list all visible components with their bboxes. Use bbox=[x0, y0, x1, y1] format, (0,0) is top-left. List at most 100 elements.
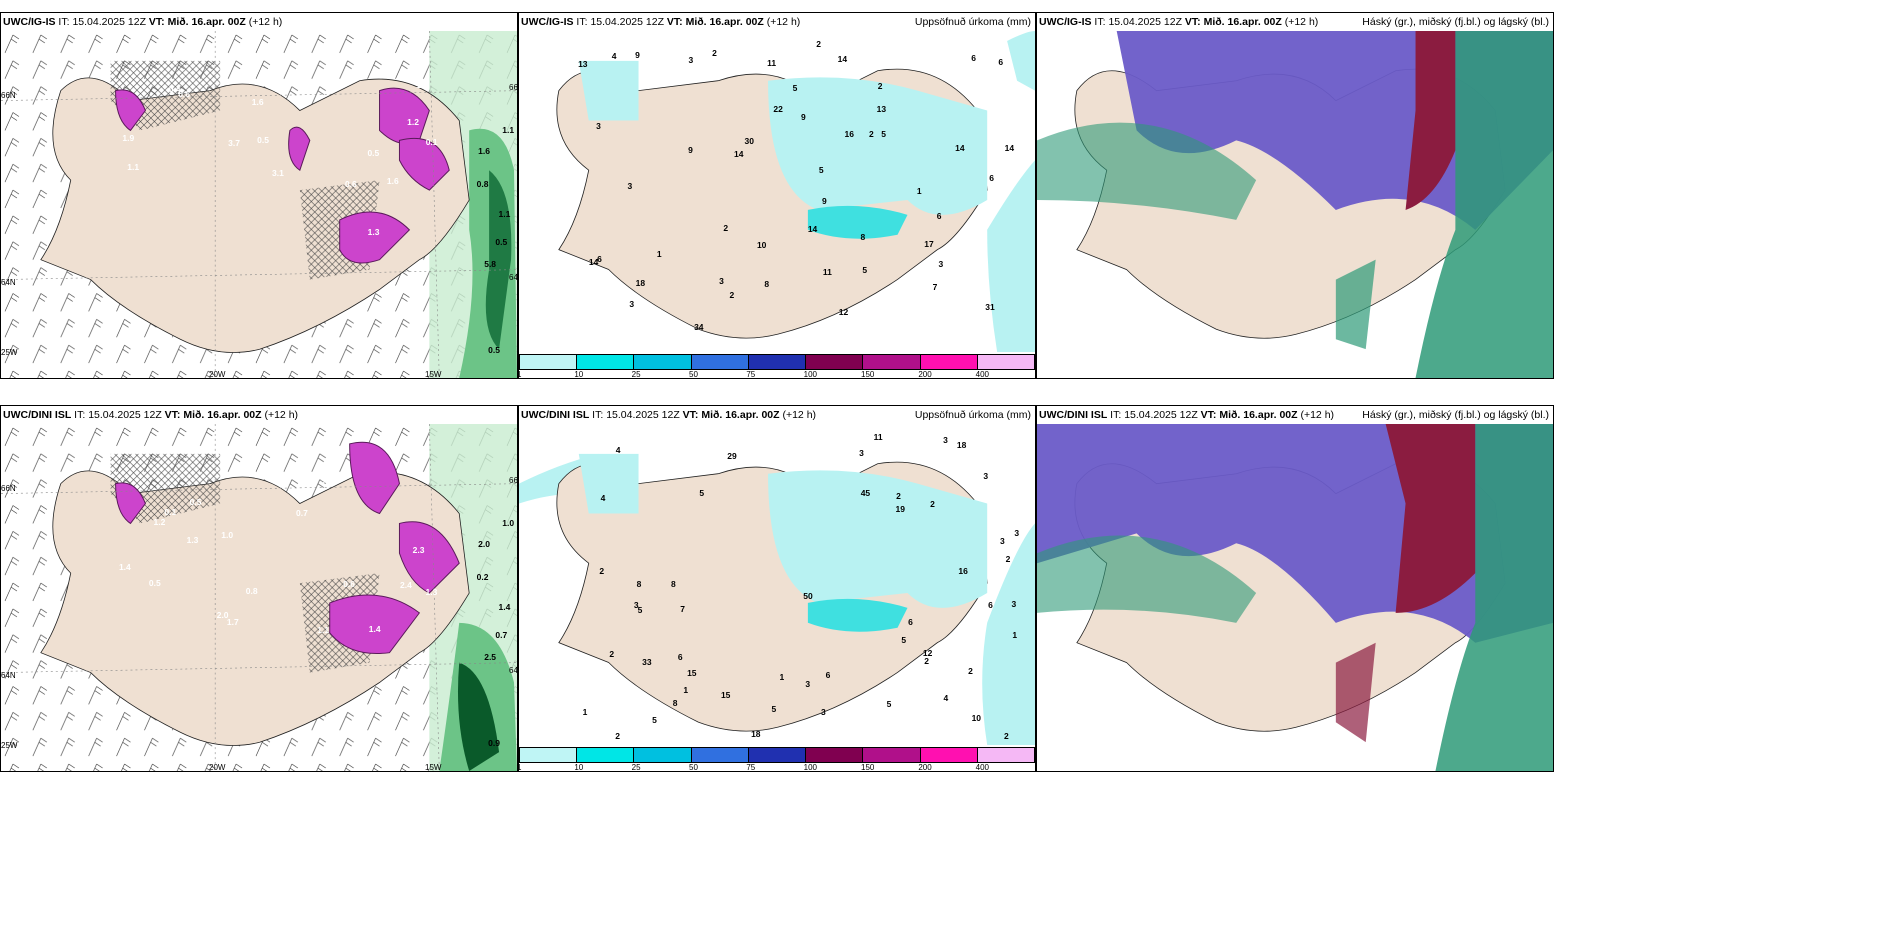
map-value-label: 1 bbox=[656, 248, 662, 259]
map-value-label: 2 bbox=[896, 491, 901, 502]
panel-header: UWC/DINI ISL IT: 15.04.2025 12Z VT: Mið.… bbox=[519, 406, 1035, 424]
map-value-label: 0.6 bbox=[178, 88, 191, 99]
lon-label: 15W bbox=[425, 763, 442, 772]
map-value-label: 2 bbox=[868, 129, 874, 140]
scale-cell bbox=[520, 748, 578, 762]
map-value-label: 3 bbox=[943, 435, 948, 446]
map-value-label: 0.4 bbox=[168, 84, 181, 95]
scale-label: 100 bbox=[803, 763, 818, 772]
map-value-label: 18 bbox=[635, 278, 646, 289]
map-value-label: 6 bbox=[998, 56, 1004, 67]
map-value-label: 5 bbox=[862, 265, 868, 276]
map-value-label: 18 bbox=[751, 729, 761, 740]
scale-label: 200 bbox=[918, 763, 932, 772]
scale-label: 1 bbox=[519, 370, 521, 378]
map-value-label: 0.5 bbox=[189, 497, 202, 508]
map-value-label: 14 bbox=[955, 142, 965, 153]
map-value-label: 2.0 bbox=[478, 539, 490, 550]
map-value-label: 4 bbox=[943, 692, 949, 703]
map-value-label: 29 bbox=[727, 451, 737, 462]
map-value-label: 5.8 bbox=[484, 259, 497, 270]
map-value-label: 2 bbox=[723, 223, 729, 234]
map-value-label: 8 bbox=[636, 578, 642, 589]
map-value-label: 5 bbox=[771, 704, 777, 715]
map-value-label: 6 bbox=[825, 670, 831, 681]
map-value-label: 0.2 bbox=[476, 572, 489, 583]
map-value-label: 1.2 bbox=[407, 116, 419, 127]
map-value-label: 11 bbox=[822, 266, 832, 277]
map-value-label: 8 bbox=[764, 278, 770, 289]
scale-cell bbox=[634, 355, 692, 369]
panel-header: UWC/IG-IS IT: 15.04.2025 12Z VT: Mið. 16… bbox=[519, 13, 1035, 31]
map-value-label: 3 bbox=[627, 181, 633, 192]
lat-label: 25W bbox=[1, 741, 18, 750]
map-value-label: 1.3 bbox=[367, 227, 380, 238]
map-value-label: 3 bbox=[1000, 536, 1005, 547]
lat-label: 66N bbox=[1, 91, 16, 100]
map-value-label: 14 bbox=[1004, 143, 1015, 153]
map-value-label: 1.0 bbox=[221, 529, 234, 540]
map-value-label: 9 bbox=[801, 112, 806, 123]
top-precip-panel: UWC/IG-IS IT: 15.04.2025 12Z VT: Mið. 16… bbox=[518, 12, 1036, 379]
map-value-label: 0.5 bbox=[488, 344, 500, 355]
map-value-label: 2 bbox=[609, 648, 615, 659]
map-value-label: 3 bbox=[805, 679, 811, 690]
map-value-label: 5 bbox=[637, 605, 643, 616]
map-value-label: 1.3 bbox=[425, 586, 438, 597]
map-value-label: 1.1 bbox=[502, 124, 515, 135]
map-value-label: 0.5 bbox=[495, 236, 508, 247]
map-value-label: 1.4 bbox=[368, 624, 381, 635]
scale-cell bbox=[748, 355, 807, 369]
map-value-label: 5 bbox=[886, 698, 892, 709]
map-value-label: 2 bbox=[599, 565, 605, 576]
map-value-label: 3 bbox=[983, 471, 989, 482]
map-value-label: 1.7 bbox=[226, 616, 239, 627]
precip-title: Uppsöfnuð úrkoma (mm) bbox=[914, 16, 1031, 28]
scale-cell bbox=[977, 748, 1034, 762]
scale-cell bbox=[863, 355, 921, 369]
map-value-label: 9 bbox=[635, 49, 640, 60]
map-value-label: 1.1 bbox=[498, 209, 511, 219]
cloud-title: Háský (gr.), miðský (fj.bl.) og lágský (… bbox=[1362, 16, 1549, 28]
map-value-label: 1.3 bbox=[186, 535, 199, 546]
map-value-label: 6 bbox=[597, 254, 602, 265]
map-value-label: 30 bbox=[744, 135, 754, 146]
map-value-label: 3 bbox=[719, 275, 724, 286]
map-value-label: 2.8 bbox=[321, 476, 334, 487]
map-value-label: 12 bbox=[922, 647, 933, 658]
map-value-label: 5 bbox=[792, 82, 798, 93]
map-value-label: 3 bbox=[938, 259, 944, 270]
map-value-label: 1.2 bbox=[153, 516, 166, 527]
map-value-label: 45 bbox=[860, 488, 871, 499]
scale-cell bbox=[691, 748, 749, 762]
map-value-label: 1 bbox=[1012, 629, 1018, 640]
map-value-label: 2 bbox=[877, 81, 883, 92]
lon-label: 20W bbox=[209, 763, 226, 772]
scale-label: 25 bbox=[631, 763, 641, 772]
map-value-label: 1.1 bbox=[317, 625, 330, 635]
map-value-label: 8 bbox=[671, 578, 676, 589]
lat-label: 64N bbox=[509, 666, 518, 675]
map-value-label: 11 bbox=[767, 58, 777, 69]
map-value-label: 0.8 bbox=[476, 179, 489, 190]
wind-snow-map bbox=[1, 31, 517, 378]
map-value-label: 3 bbox=[1011, 599, 1017, 610]
map-value-label: 0.1 bbox=[425, 136, 438, 147]
map-value-label: 7 bbox=[680, 603, 686, 614]
map-value-label: 3 bbox=[629, 298, 635, 309]
map-value-label: 15 bbox=[720, 690, 731, 701]
map-value-label: 6 bbox=[989, 173, 994, 184]
precip-scale-labels: 1 10 25 50 75 100 150 200 400 bbox=[519, 763, 1035, 771]
scale-cell bbox=[634, 748, 692, 762]
scale-label: 50 bbox=[689, 763, 698, 772]
scale-cell bbox=[577, 748, 635, 762]
scale-label: 50 bbox=[689, 370, 698, 379]
scale-cell bbox=[806, 355, 864, 369]
panel-header: UWC/IG-IS IT: 15.04.2025 12Z VT: Mið. 16… bbox=[1037, 13, 1553, 31]
bottom-precip-panel: UWC/DINI ISL IT: 15.04.2025 12Z VT: Mið.… bbox=[518, 405, 1036, 772]
map-value-label: 2 bbox=[816, 38, 822, 49]
lat-label: 64N bbox=[1, 278, 16, 287]
map-value-label: 3 bbox=[1014, 528, 1020, 539]
map-value-label: 14 bbox=[588, 256, 599, 267]
scale-cell bbox=[748, 748, 807, 762]
